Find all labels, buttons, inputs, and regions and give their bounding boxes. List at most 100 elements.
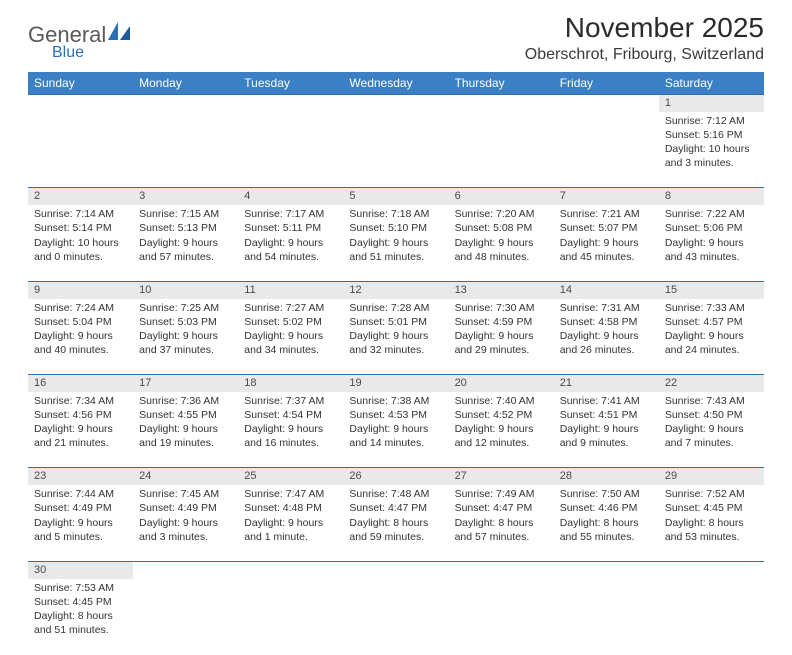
day-number-cell: 5 [343, 188, 448, 205]
day-number-cell: 19 [343, 375, 448, 392]
daylight-text: Daylight: 9 hours and 45 minutes. [560, 236, 653, 264]
daylight-text: Daylight: 9 hours and 40 minutes. [34, 329, 127, 357]
sunset-text: Sunset: 4:48 PM [244, 501, 337, 515]
sunset-text: Sunset: 5:02 PM [244, 315, 337, 329]
day-number-cell: 13 [449, 281, 554, 298]
daylight-text: Daylight: 8 hours and 51 minutes. [34, 609, 127, 637]
day-number-cell [554, 95, 659, 112]
sunrise-text: Sunrise: 7:17 AM [244, 207, 337, 221]
sunset-text: Sunset: 4:54 PM [244, 408, 337, 422]
day-cell: Sunrise: 7:38 AMSunset: 4:53 PMDaylight:… [343, 392, 448, 468]
day-number-cell: 24 [133, 468, 238, 485]
sunset-text: Sunset: 5:10 PM [349, 221, 442, 235]
day-cell: Sunrise: 7:21 AMSunset: 5:07 PMDaylight:… [554, 205, 659, 281]
day-cell: Sunrise: 7:53 AMSunset: 4:45 PMDaylight:… [28, 579, 133, 655]
daylight-text: Daylight: 9 hours and 12 minutes. [455, 422, 548, 450]
day-number-cell: 25 [238, 468, 343, 485]
day-content-row: Sunrise: 7:12 AMSunset: 5:16 PMDaylight:… [28, 112, 764, 188]
day-number-cell [343, 561, 448, 578]
day-cell: Sunrise: 7:33 AMSunset: 4:57 PMDaylight:… [659, 299, 764, 375]
sunrise-text: Sunrise: 7:22 AM [665, 207, 758, 221]
sunset-text: Sunset: 4:52 PM [455, 408, 548, 422]
sunset-text: Sunset: 5:04 PM [34, 315, 127, 329]
daylight-text: Daylight: 9 hours and 14 minutes. [349, 422, 442, 450]
day-number-cell: 1 [659, 95, 764, 112]
sunrise-text: Sunrise: 7:48 AM [349, 487, 442, 501]
day-cell: Sunrise: 7:41 AMSunset: 4:51 PMDaylight:… [554, 392, 659, 468]
day-number-cell: 6 [449, 188, 554, 205]
sunrise-text: Sunrise: 7:53 AM [34, 581, 127, 595]
day-cell: Sunrise: 7:50 AMSunset: 4:46 PMDaylight:… [554, 485, 659, 561]
day-cell [449, 579, 554, 655]
day-number-cell: 14 [554, 281, 659, 298]
day-cell: Sunrise: 7:45 AMSunset: 4:49 PMDaylight:… [133, 485, 238, 561]
day-number-cell [449, 95, 554, 112]
day-cell: Sunrise: 7:20 AMSunset: 5:08 PMDaylight:… [449, 205, 554, 281]
sunrise-text: Sunrise: 7:14 AM [34, 207, 127, 221]
day-number-cell: 18 [238, 375, 343, 392]
sunset-text: Sunset: 4:46 PM [560, 501, 653, 515]
day-number-cell [238, 561, 343, 578]
day-number-cell: 30 [28, 561, 133, 578]
sunrise-text: Sunrise: 7:28 AM [349, 301, 442, 315]
sunset-text: Sunset: 4:56 PM [34, 408, 127, 422]
day-cell [343, 112, 448, 188]
day-number-cell: 16 [28, 375, 133, 392]
daylight-text: Daylight: 9 hours and 21 minutes. [34, 422, 127, 450]
sunrise-text: Sunrise: 7:43 AM [665, 394, 758, 408]
day-number-cell: 9 [28, 281, 133, 298]
sunrise-text: Sunrise: 7:21 AM [560, 207, 653, 221]
day-cell: Sunrise: 7:31 AMSunset: 4:58 PMDaylight:… [554, 299, 659, 375]
sunrise-text: Sunrise: 7:24 AM [34, 301, 127, 315]
day-cell [659, 579, 764, 655]
daynum-row: 2345678 [28, 188, 764, 205]
daylight-text: Daylight: 9 hours and 19 minutes. [139, 422, 232, 450]
day-cell: Sunrise: 7:44 AMSunset: 4:49 PMDaylight:… [28, 485, 133, 561]
day-cell: Sunrise: 7:15 AMSunset: 5:13 PMDaylight:… [133, 205, 238, 281]
daylight-text: Daylight: 9 hours and 57 minutes. [139, 236, 232, 264]
day-cell: Sunrise: 7:34 AMSunset: 4:56 PMDaylight:… [28, 392, 133, 468]
day-number-cell: 8 [659, 188, 764, 205]
daylight-text: Daylight: 9 hours and 51 minutes. [349, 236, 442, 264]
sunrise-text: Sunrise: 7:15 AM [139, 207, 232, 221]
day-content-row: Sunrise: 7:44 AMSunset: 4:49 PMDaylight:… [28, 485, 764, 561]
day-cell: Sunrise: 7:25 AMSunset: 5:03 PMDaylight:… [133, 299, 238, 375]
day-number-cell: 22 [659, 375, 764, 392]
weekday-header: Friday [554, 72, 659, 95]
sunset-text: Sunset: 5:06 PM [665, 221, 758, 235]
sunrise-text: Sunrise: 7:36 AM [139, 394, 232, 408]
daylight-text: Daylight: 9 hours and 29 minutes. [455, 329, 548, 357]
day-number-cell [238, 95, 343, 112]
sunset-text: Sunset: 4:47 PM [349, 501, 442, 515]
day-number-cell: 11 [238, 281, 343, 298]
weekday-header: Saturday [659, 72, 764, 95]
day-number-cell [554, 561, 659, 578]
sunset-text: Sunset: 5:11 PM [244, 221, 337, 235]
day-cell: Sunrise: 7:27 AMSunset: 5:02 PMDaylight:… [238, 299, 343, 375]
sunrise-text: Sunrise: 7:27 AM [244, 301, 337, 315]
day-number-cell: 2 [28, 188, 133, 205]
daylight-text: Daylight: 8 hours and 53 minutes. [665, 516, 758, 544]
weekday-header: Tuesday [238, 72, 343, 95]
sunrise-text: Sunrise: 7:41 AM [560, 394, 653, 408]
sunset-text: Sunset: 4:45 PM [34, 595, 127, 609]
daylight-text: Daylight: 9 hours and 16 minutes. [244, 422, 337, 450]
daylight-text: Daylight: 9 hours and 7 minutes. [665, 422, 758, 450]
logo: General Blue [28, 20, 130, 62]
day-number-cell: 3 [133, 188, 238, 205]
daylight-text: Daylight: 9 hours and 24 minutes. [665, 329, 758, 357]
daylight-text: Daylight: 9 hours and 9 minutes. [560, 422, 653, 450]
sunrise-text: Sunrise: 7:12 AM [665, 114, 758, 128]
day-cell: Sunrise: 7:30 AMSunset: 4:59 PMDaylight:… [449, 299, 554, 375]
sunrise-text: Sunrise: 7:38 AM [349, 394, 442, 408]
day-cell: Sunrise: 7:37 AMSunset: 4:54 PMDaylight:… [238, 392, 343, 468]
day-cell: Sunrise: 7:17 AMSunset: 5:11 PMDaylight:… [238, 205, 343, 281]
sunset-text: Sunset: 5:13 PM [139, 221, 232, 235]
daynum-row: 30 [28, 561, 764, 578]
sunrise-text: Sunrise: 7:50 AM [560, 487, 653, 501]
daylight-text: Daylight: 9 hours and 43 minutes. [665, 236, 758, 264]
daylight-text: Daylight: 8 hours and 57 minutes. [455, 516, 548, 544]
day-number-cell [133, 561, 238, 578]
day-number-cell: 12 [343, 281, 448, 298]
calendar-table: Sunday Monday Tuesday Wednesday Thursday… [28, 72, 764, 655]
